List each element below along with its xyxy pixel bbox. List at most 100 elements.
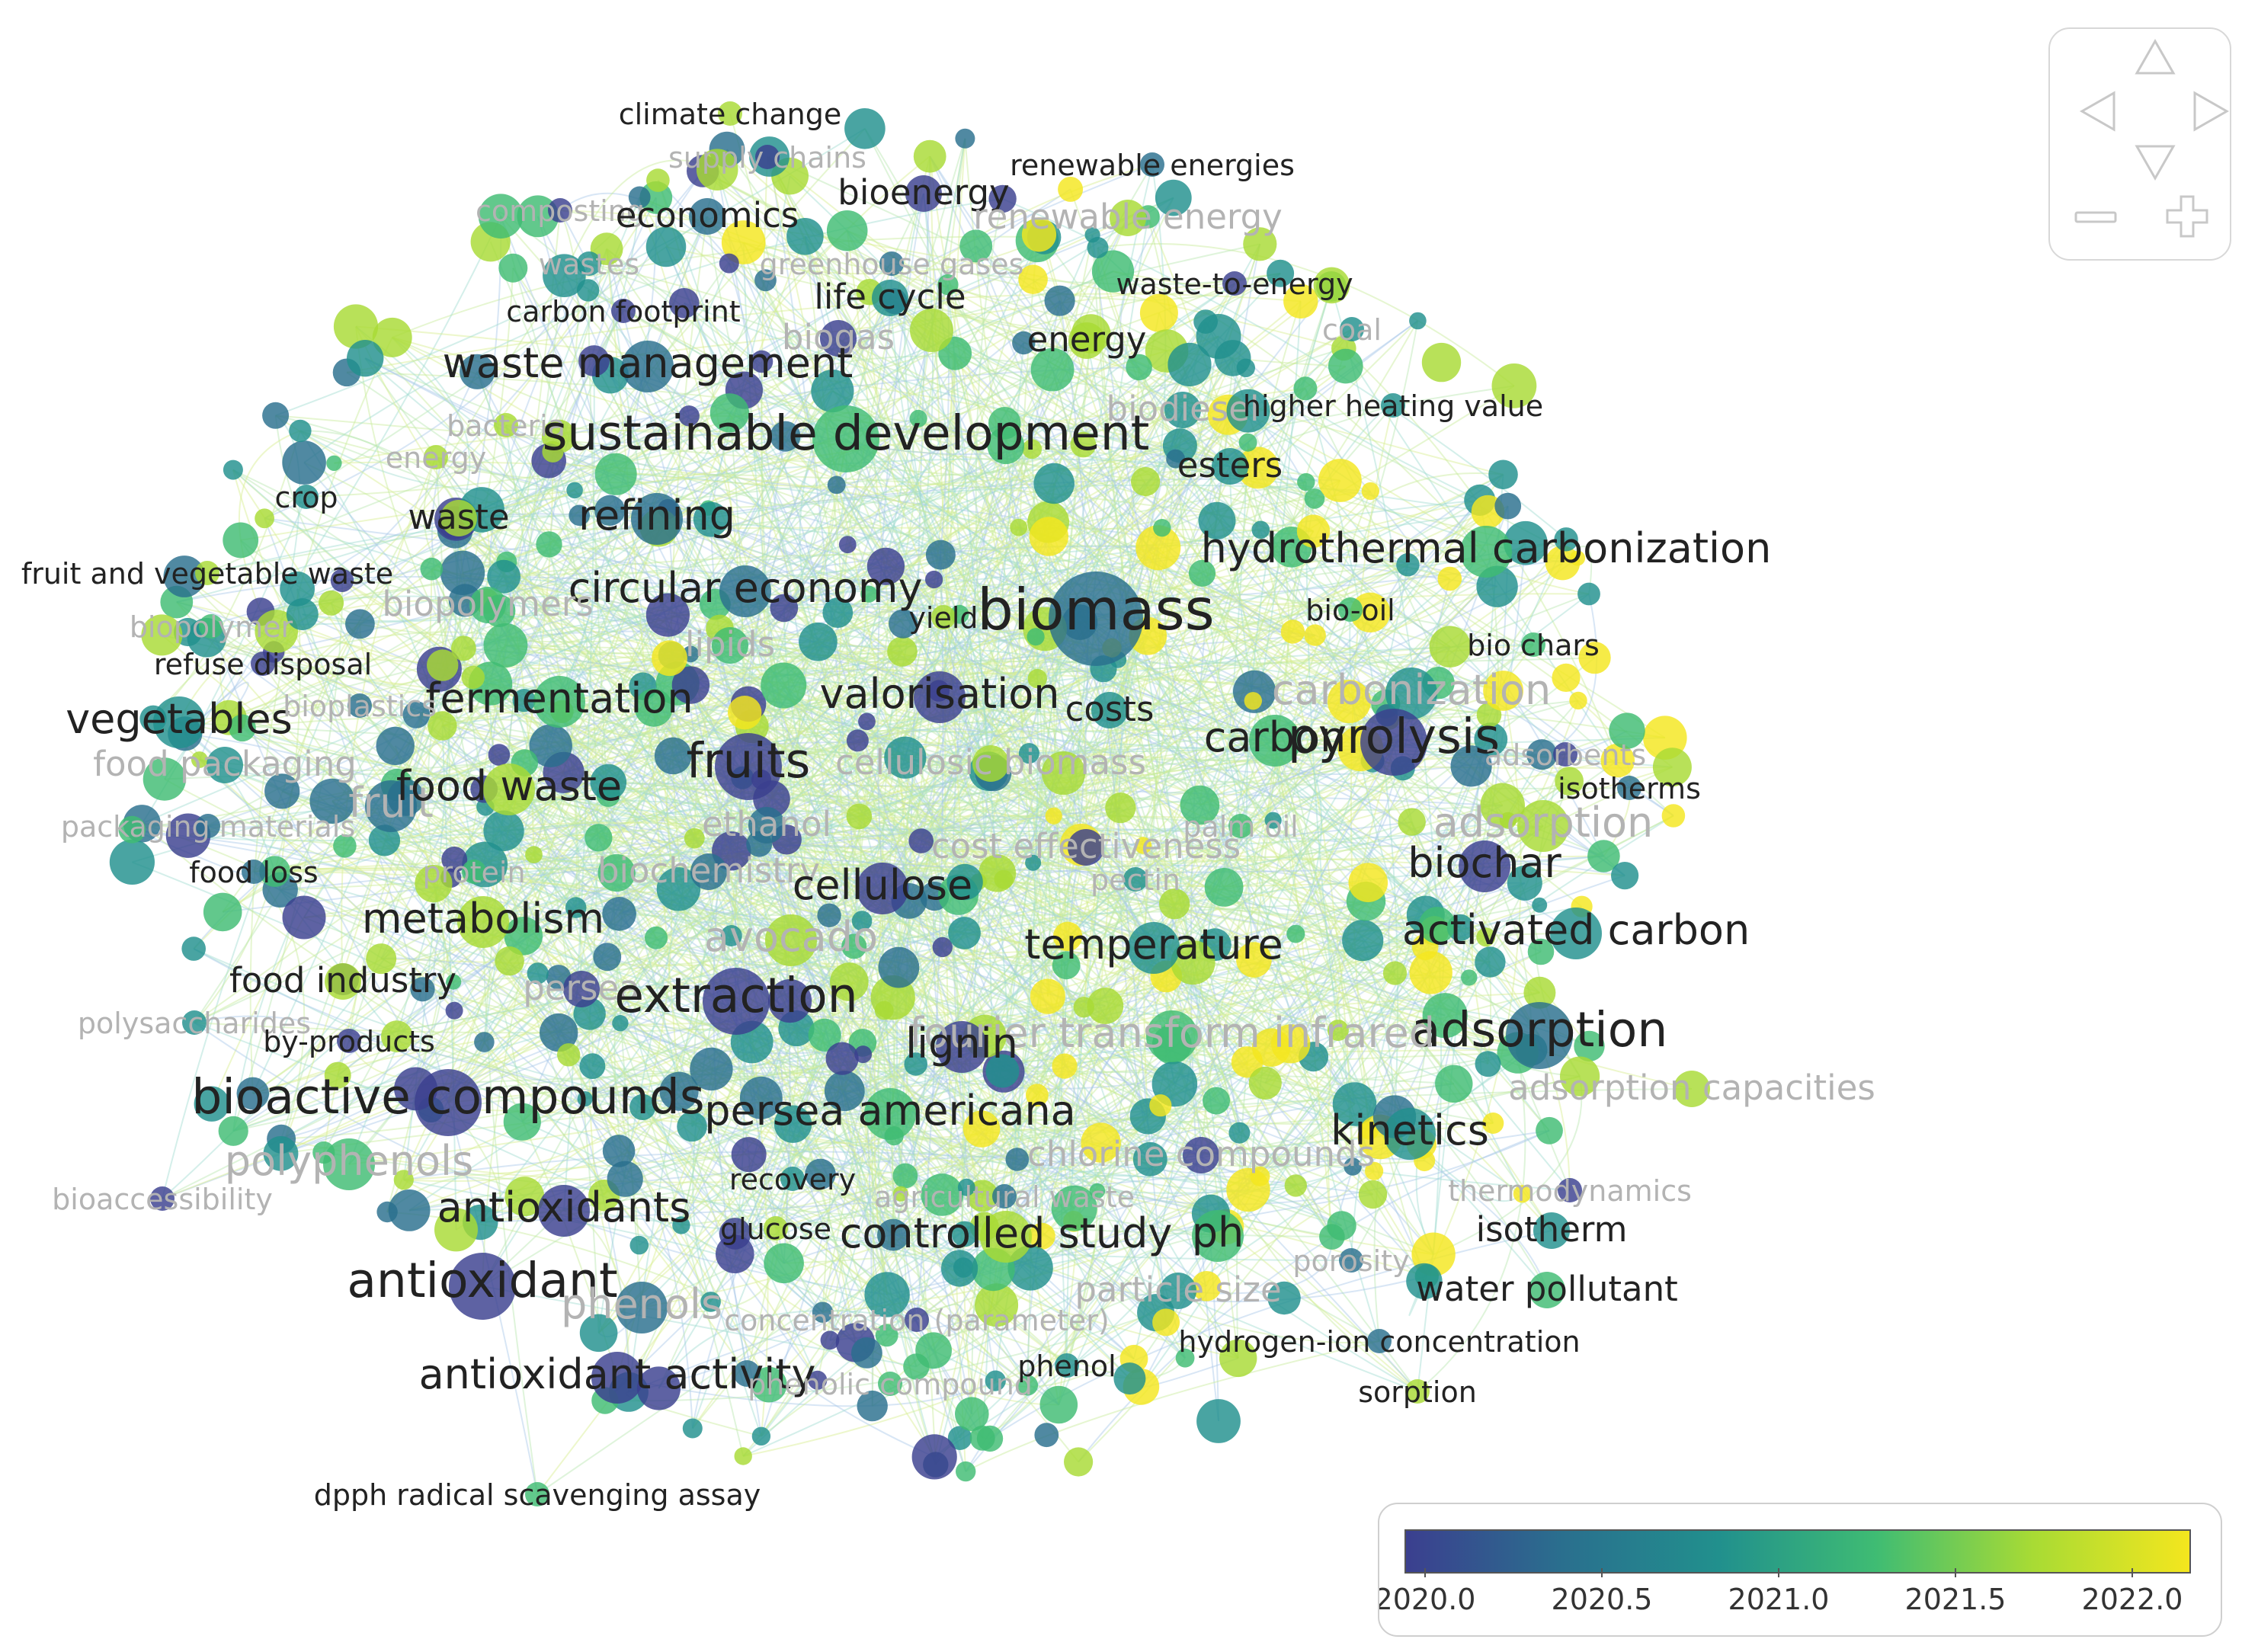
keyword-node[interactable] (1327, 680, 1371, 723)
keyword-node[interactable] (1155, 179, 1192, 216)
keyword-node[interactable] (1042, 751, 1086, 796)
keyword-node[interactable] (851, 911, 873, 931)
keyword-node[interactable] (857, 1390, 888, 1422)
keyword-label[interactable]: biomass (977, 576, 1215, 643)
arrow-right-icon[interactable] (2192, 90, 2230, 133)
keyword-label[interactable]: esters (1177, 445, 1283, 485)
keyword-node[interactable] (955, 1397, 989, 1431)
keyword-node[interactable] (1222, 271, 1247, 296)
keyword-node[interactable] (1529, 1272, 1565, 1308)
keyword-node[interactable] (884, 736, 927, 779)
keyword-node[interactable] (1135, 837, 1152, 854)
keyword-node[interactable] (875, 1324, 898, 1347)
keyword-node[interactable] (1139, 293, 1178, 332)
keyword-node[interactable] (1188, 559, 1216, 587)
keyword-node[interactable] (1152, 1308, 1180, 1337)
keyword-node[interactable] (504, 1177, 545, 1217)
keyword-node[interactable] (1029, 517, 1069, 556)
keyword-label[interactable]: bioactive compounds (191, 1069, 704, 1125)
keyword-node[interactable] (1055, 1353, 1079, 1378)
keyword-node[interactable] (817, 903, 841, 928)
keyword-node[interactable] (324, 1061, 351, 1089)
keyword-node[interactable] (1361, 482, 1379, 501)
keyword-node[interactable] (972, 745, 1009, 782)
keyword-node[interactable] (543, 254, 586, 298)
keyword-node[interactable] (1183, 1137, 1219, 1173)
keyword-node[interactable] (1494, 492, 1522, 520)
keyword-node[interactable] (1226, 1167, 1270, 1212)
keyword-label[interactable]: lipids (685, 624, 775, 664)
keyword-node[interactable] (826, 210, 868, 251)
keyword-node[interactable] (1421, 342, 1462, 383)
keyword-node[interactable] (474, 1032, 495, 1052)
keyword-label[interactable]: fermentation (425, 674, 693, 722)
keyword-node[interactable] (1039, 1385, 1078, 1424)
keyword-label[interactable]: life cycle (814, 277, 966, 317)
keyword-node[interactable] (434, 1208, 478, 1252)
keyword-node[interactable] (1087, 988, 1124, 1024)
keyword-node[interactable] (720, 925, 742, 946)
keyword-node[interactable] (1219, 1339, 1257, 1378)
arrow-down-icon[interactable] (2134, 143, 2176, 181)
keyword-label[interactable]: bioaccessibility (52, 1183, 273, 1216)
keyword-node[interactable] (487, 559, 520, 594)
keyword-node[interactable] (1437, 566, 1462, 591)
keyword-node[interactable] (280, 571, 315, 607)
keyword-node[interactable] (1028, 1222, 1055, 1250)
keyword-node[interactable] (118, 815, 146, 844)
keyword-node[interactable] (1153, 519, 1171, 537)
keyword-node[interactable] (427, 649, 459, 681)
keyword-node[interactable] (483, 810, 524, 852)
keyword-node[interactable] (1084, 227, 1100, 243)
keyword-node[interactable] (878, 1372, 902, 1396)
keyword-node[interactable] (629, 1235, 649, 1255)
keyword-label[interactable]: food industry (229, 960, 456, 1000)
keyword-label[interactable]: bio chars (1467, 629, 1600, 662)
keyword-node[interactable] (1533, 1212, 1570, 1249)
keyword-node[interactable] (1513, 1185, 1532, 1203)
keyword-node[interactable] (1304, 488, 1325, 509)
keyword-node[interactable] (462, 860, 486, 884)
keyword-node[interactable] (449, 1253, 516, 1320)
keyword-node[interactable] (1248, 1066, 1282, 1100)
keyword-label[interactable]: extraction (614, 968, 857, 1023)
keyword-node[interactable] (440, 550, 485, 595)
keyword-node[interactable] (1560, 1056, 1600, 1097)
keyword-node[interactable] (1105, 792, 1136, 824)
keyword-node[interactable] (325, 963, 361, 1000)
keyword-label[interactable]: polyphenols (225, 1137, 473, 1185)
keyword-label[interactable]: persea (523, 968, 639, 1008)
keyword-node[interactable] (992, 1184, 1017, 1209)
keyword-node[interactable] (703, 968, 770, 1035)
keyword-node[interactable] (1491, 363, 1537, 408)
keyword-node[interactable] (799, 622, 838, 661)
keyword-node[interactable] (825, 1042, 859, 1075)
keyword-node[interactable] (921, 1173, 964, 1216)
keyword-label[interactable]: glucose (720, 1212, 831, 1246)
keyword-label[interactable]: polysaccharides (78, 1007, 311, 1040)
keyword-node[interactable] (734, 1447, 752, 1465)
keyword-label[interactable]: sorption (1358, 1375, 1477, 1409)
keyword-node[interactable] (1577, 582, 1600, 606)
keyword-node[interactable] (904, 1052, 927, 1076)
keyword-label[interactable]: biochar (1408, 839, 1561, 887)
keyword-node[interactable] (1091, 250, 1135, 293)
keyword-node[interactable] (1553, 742, 1577, 767)
keyword-node[interactable] (1338, 597, 1363, 622)
keyword-node[interactable] (1058, 176, 1084, 202)
keyword-label[interactable]: dpph radical scavenging assay (314, 1478, 761, 1512)
keyword-node[interactable] (903, 1353, 930, 1380)
keyword-node[interactable] (962, 1110, 1001, 1148)
keyword-node[interactable] (765, 914, 817, 966)
keyword-node[interactable] (913, 139, 946, 173)
keyword-node[interactable] (612, 1015, 629, 1032)
keyword-label[interactable]: isotherms (1558, 772, 1701, 805)
keyword-node[interactable] (1422, 993, 1468, 1039)
keyword-node[interactable] (1552, 663, 1581, 693)
keyword-label[interactable]: phenol (1017, 1349, 1116, 1383)
keyword-node[interactable] (905, 1308, 929, 1332)
keyword-node[interactable] (1507, 865, 1542, 901)
keyword-node[interactable] (1360, 1121, 1379, 1140)
keyword-node[interactable] (207, 747, 243, 783)
keyword-node[interactable] (629, 1093, 656, 1120)
